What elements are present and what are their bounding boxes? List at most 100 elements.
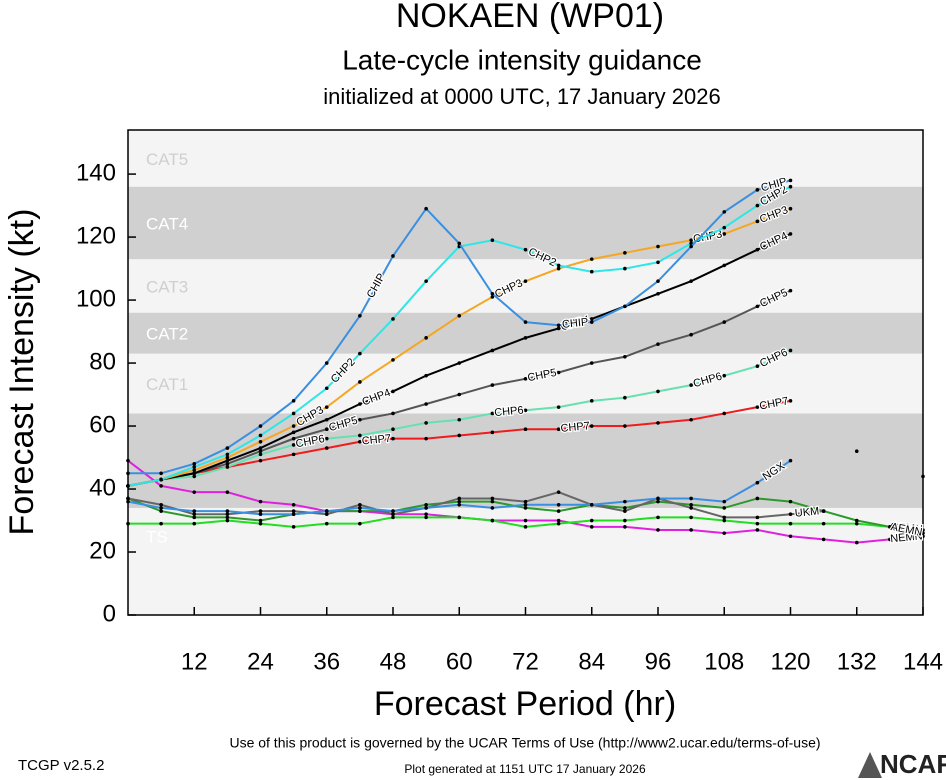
category-label: CAT3 — [146, 277, 188, 296]
x-axis-label: Forecast Period (hr) — [374, 685, 676, 723]
data-point — [291, 452, 296, 457]
data-point — [589, 518, 594, 523]
data-point — [523, 408, 528, 413]
data-point — [324, 509, 329, 513]
data-point — [324, 361, 329, 365]
data-point — [523, 376, 528, 381]
data-point — [159, 521, 163, 526]
data-point — [623, 354, 627, 359]
data-point — [457, 314, 462, 318]
data-point — [457, 241, 462, 246]
data-point — [490, 383, 495, 387]
data-point — [788, 458, 793, 463]
data-point — [258, 499, 263, 504]
data-point — [126, 496, 130, 501]
data-point — [888, 537, 892, 542]
data-point — [854, 540, 859, 545]
series: CEMN — [126, 515, 925, 537]
data-point — [324, 512, 329, 517]
data-point — [556, 405, 561, 409]
data-point — [755, 496, 760, 501]
data-point — [391, 411, 395, 416]
data-point — [225, 465, 230, 469]
data-point — [623, 509, 627, 513]
data-point — [556, 266, 561, 271]
data-point — [225, 446, 230, 450]
data-point — [424, 436, 428, 441]
x-tick-label: 36 — [313, 648, 340, 675]
data-point — [755, 219, 760, 224]
category-label: CAT5 — [146, 150, 188, 169]
data-point — [225, 452, 230, 457]
chart-title: NOKAEN (WP01) — [396, 0, 664, 35]
data-point — [821, 537, 826, 542]
data-point — [192, 462, 197, 466]
data-point — [291, 424, 296, 428]
data-point — [291, 436, 296, 441]
category-band — [128, 259, 923, 313]
data-point — [457, 433, 462, 438]
data-point — [258, 433, 263, 438]
y-axis-label: Forecast Intensity (kt) — [3, 209, 41, 536]
y-tick-label: 120 — [76, 222, 116, 249]
x-tick-label: 48 — [380, 648, 407, 675]
data-point — [258, 521, 263, 526]
data-point — [755, 405, 760, 409]
data-point — [589, 424, 594, 428]
data-point — [556, 521, 561, 526]
data-point — [788, 499, 793, 504]
chart-subtitle: Late-cycle intensity guidance — [342, 44, 702, 75]
data-point — [490, 295, 495, 299]
category-band — [128, 353, 923, 414]
data-point — [656, 515, 660, 520]
data-point — [755, 188, 760, 192]
data-point — [258, 449, 263, 454]
data-point — [788, 512, 793, 517]
data-point — [291, 525, 296, 529]
data-point — [523, 499, 528, 504]
data-point — [656, 244, 660, 249]
data-point — [424, 373, 428, 378]
data-point — [821, 521, 826, 526]
x-tick-label: 132 — [837, 648, 877, 675]
data-point — [722, 320, 727, 324]
data-point — [556, 326, 561, 331]
x-tick-label: 24 — [247, 648, 274, 675]
data-point — [192, 465, 197, 469]
data-point — [391, 512, 395, 517]
data-point — [490, 499, 495, 504]
data-point — [755, 364, 760, 369]
data-point — [490, 348, 495, 353]
data-point — [722, 506, 727, 510]
data-point — [358, 433, 362, 438]
data-point — [258, 439, 263, 444]
data-point — [623, 395, 627, 400]
data-point — [921, 528, 925, 532]
data-point — [291, 443, 296, 447]
data-point — [656, 291, 660, 296]
data-point — [656, 421, 660, 425]
footer-version: TCGP v2.5.2 — [18, 757, 104, 774]
y-tick-label: 80 — [89, 348, 116, 375]
data-point — [589, 525, 594, 529]
x-tick-label: 12 — [181, 648, 208, 675]
data-point — [656, 279, 660, 283]
data-point — [623, 251, 627, 255]
data-point — [258, 509, 263, 513]
data-point — [490, 291, 495, 296]
data-point — [921, 474, 925, 479]
data-point — [556, 370, 561, 375]
data-point — [424, 515, 428, 520]
data-point — [358, 506, 362, 510]
y-tick-label: 60 — [89, 411, 116, 438]
data-point — [457, 392, 462, 397]
data-point — [225, 518, 230, 523]
data-point — [490, 238, 495, 243]
data-point — [788, 399, 793, 403]
data-point — [556, 518, 561, 523]
data-point — [391, 389, 395, 394]
data-point — [159, 471, 163, 476]
data-point — [291, 502, 296, 507]
